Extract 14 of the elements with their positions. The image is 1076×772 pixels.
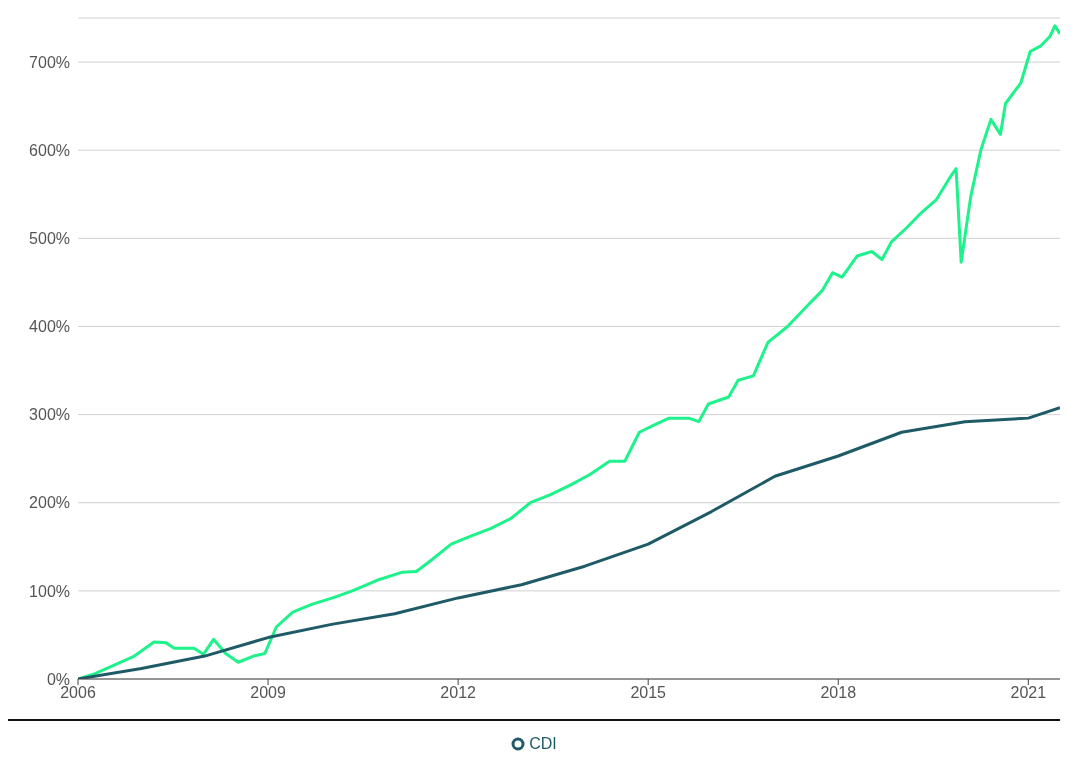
y-tick-label: 200%	[29, 494, 70, 512]
x-tick-label: 2012	[440, 684, 477, 702]
y-tick-label: 400%	[29, 318, 70, 336]
y-tick-label: 500%	[29, 230, 70, 248]
y-tick-label: 100%	[29, 582, 70, 600]
x-tick-label: 2021	[1010, 684, 1047, 702]
y-tick-label: 600%	[29, 141, 70, 159]
y-tick-label: 700%	[29, 53, 70, 71]
x-tick-label: 2006	[60, 684, 96, 702]
x-tick-label: 2018	[820, 684, 857, 702]
x-tick-label: 2009	[250, 684, 286, 702]
y-tick-label: 300%	[29, 406, 70, 424]
x-tick-label: 2015	[630, 684, 667, 702]
legend-label: CDI	[529, 735, 557, 753]
